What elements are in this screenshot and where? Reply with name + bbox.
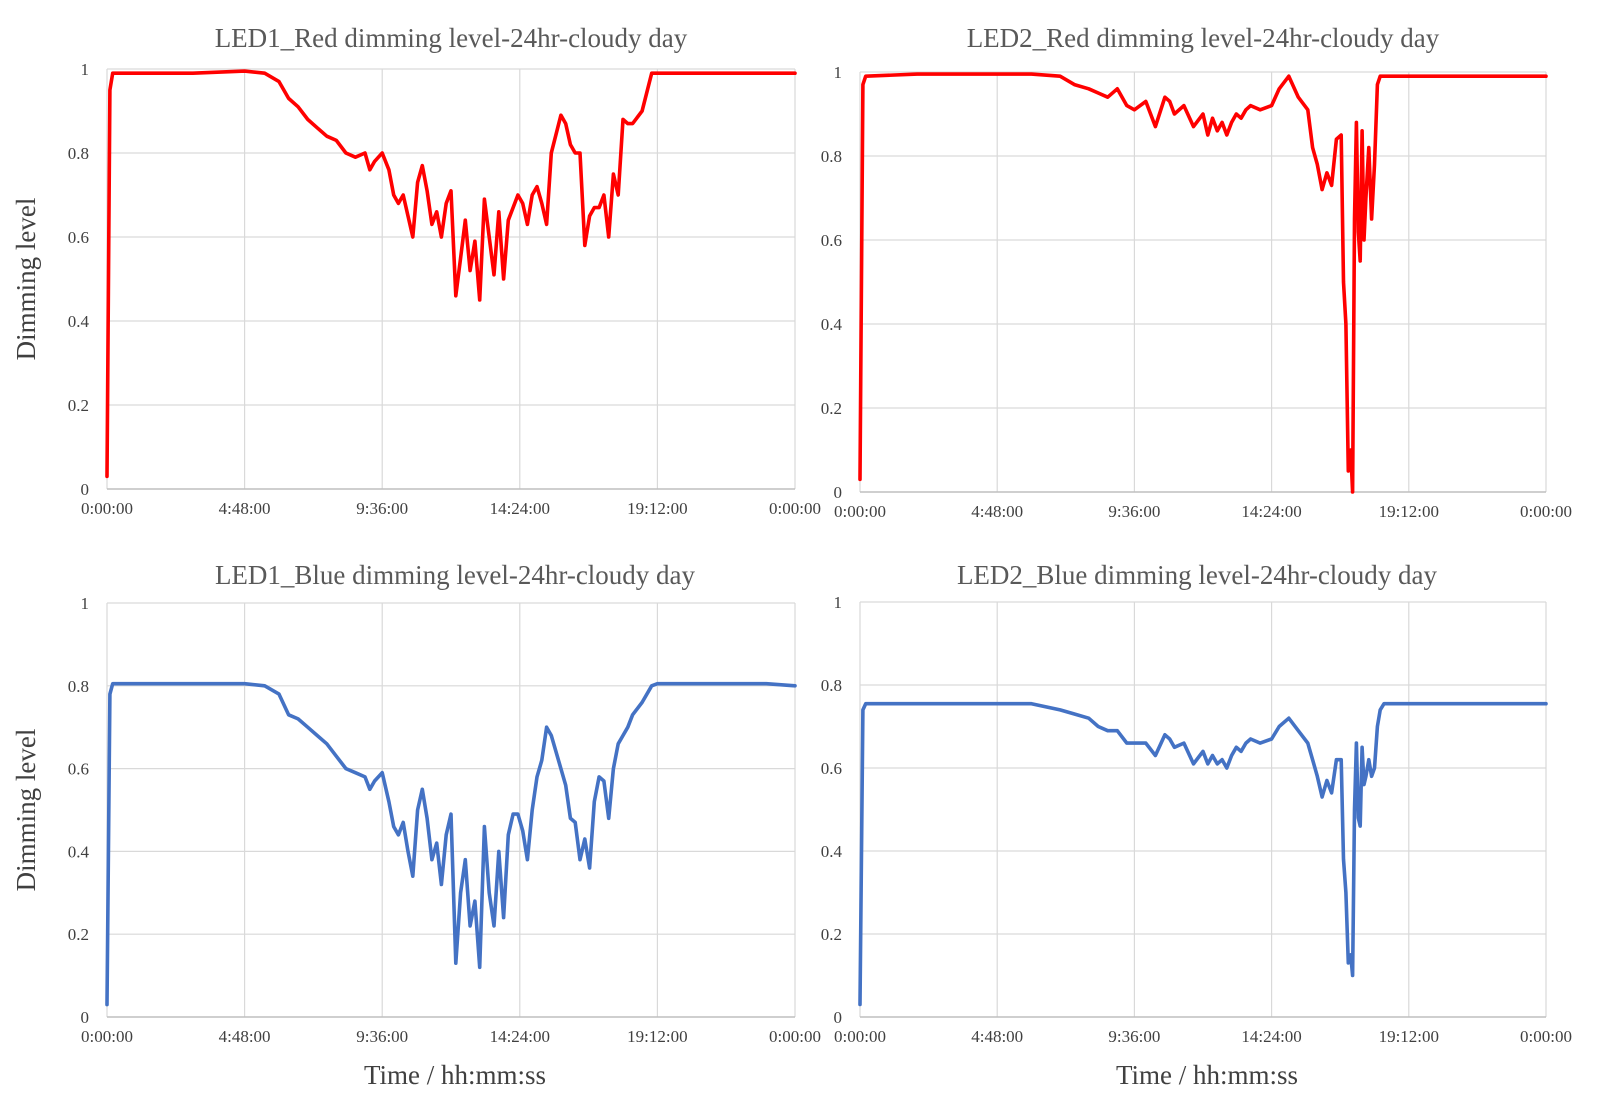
series-line bbox=[105, 681, 797, 1007]
y-tick-label: 0.4 bbox=[821, 315, 843, 334]
x-tick-label: 14:24:00 bbox=[490, 1027, 550, 1046]
y-tick-label: 0.6 bbox=[821, 231, 842, 250]
y-tick-label: 0.2 bbox=[68, 925, 89, 944]
x-tick-label: 19:12:00 bbox=[1379, 502, 1439, 521]
x-axis-label: Time / hh:mm:ss bbox=[364, 1060, 546, 1090]
chart-title: LED1_Red dimming level-24hr-cloudy day bbox=[215, 23, 688, 53]
y-tick-label: 1 bbox=[834, 63, 843, 82]
y-tick-label: 0 bbox=[81, 480, 90, 499]
y-tick-label: 0 bbox=[81, 1008, 90, 1027]
series-line bbox=[858, 701, 1548, 1007]
x-tick-label: 4:48:00 bbox=[971, 502, 1023, 521]
x-tick-label: 0:00:00 bbox=[81, 499, 133, 518]
x-tick-label: 9:36:00 bbox=[356, 1027, 408, 1046]
y-tick-label: 1 bbox=[834, 593, 843, 612]
y-tick-label: 0.6 bbox=[68, 760, 89, 779]
y-axis-label: Dimming level bbox=[11, 729, 41, 892]
x-tick-label: 4:48:00 bbox=[219, 499, 271, 518]
chart-title: LED2_Blue dimming level-24hr-cloudy day bbox=[957, 560, 1438, 590]
y-axis-label: Dimming level bbox=[11, 198, 41, 361]
x-tick-label: 14:24:00 bbox=[490, 499, 550, 518]
x-tick-label: 0:00:00 bbox=[834, 1027, 886, 1046]
y-tick-label: 0.2 bbox=[68, 396, 89, 415]
chart-panel-4: 0 0.2 0.4 0.6 0.8 1 0:00:00 4:48:00 9:36:00 14:24… bbox=[821, 560, 1572, 1090]
x-tick-label: 14:24:00 bbox=[1241, 502, 1301, 521]
series-line bbox=[858, 72, 1548, 494]
x-tick-label: 19:12:00 bbox=[1379, 1027, 1439, 1046]
y-tick-label: 0.8 bbox=[821, 147, 842, 166]
x-tick-label: 0:00:00 bbox=[1520, 1027, 1572, 1046]
chart-title: LED1_Blue dimming level-24hr-cloudy day bbox=[215, 560, 696, 590]
y-tick-label: 0.6 bbox=[821, 759, 842, 778]
y-tick-label: 0.6 bbox=[68, 228, 89, 247]
chart-panel-3: 0 0.2 0.4 0.6 0.8 1 0:00:00 4:48:00 9:36:00 14:24… bbox=[11, 560, 821, 1090]
y-tick-label: 0.2 bbox=[821, 399, 842, 418]
x-tick-label: 9:36:00 bbox=[1108, 502, 1160, 521]
chart-panel-2: 0 0.2 0.4 0.6 0.8 1 0:00:00 4:48:00 9:36:00 14:24… bbox=[821, 23, 1572, 521]
x-tick-label: 0:00:00 bbox=[1520, 502, 1572, 521]
x-axis-label: Time / hh:mm:ss bbox=[1116, 1060, 1298, 1090]
x-tick-label: 4:48:00 bbox=[971, 1027, 1023, 1046]
chart-title: LED2_Red dimming level-24hr-cloudy day bbox=[967, 23, 1440, 53]
x-tick-label: 14:24:00 bbox=[1241, 1027, 1301, 1046]
y-tick-label: 0.4 bbox=[68, 842, 90, 861]
x-tick-label: 0:00:00 bbox=[769, 1027, 821, 1046]
y-tick-label: 0.4 bbox=[821, 842, 843, 861]
x-tick-label: 0:00:00 bbox=[769, 499, 821, 518]
chart-panel-1: 0 0.2 0.4 0.6 0.8 1 0:00:00 4:48:00 9:36:00 14:24… bbox=[11, 23, 821, 518]
y-tick-label: 0.8 bbox=[68, 144, 89, 163]
x-tick-label: 4:48:00 bbox=[219, 1027, 271, 1046]
x-tick-label: 19:12:00 bbox=[627, 1027, 687, 1046]
x-tick-label: 9:36:00 bbox=[356, 499, 408, 518]
x-tick-label: 19:12:00 bbox=[627, 499, 687, 518]
x-tick-label: 0:00:00 bbox=[81, 1027, 133, 1046]
y-tick-label: 0 bbox=[834, 483, 843, 502]
y-tick-label: 0.2 bbox=[821, 925, 842, 944]
x-tick-label: 0:00:00 bbox=[834, 502, 886, 521]
y-tick-label: 0.8 bbox=[821, 676, 842, 695]
x-tick-label: 9:36:00 bbox=[1108, 1027, 1160, 1046]
y-tick-label: 1 bbox=[81, 60, 90, 79]
series-line bbox=[105, 69, 797, 479]
y-tick-label: 0.8 bbox=[68, 677, 89, 696]
y-tick-label: 0.4 bbox=[68, 312, 90, 331]
y-tick-label: 1 bbox=[81, 594, 90, 613]
y-tick-label: 0 bbox=[834, 1008, 843, 1027]
